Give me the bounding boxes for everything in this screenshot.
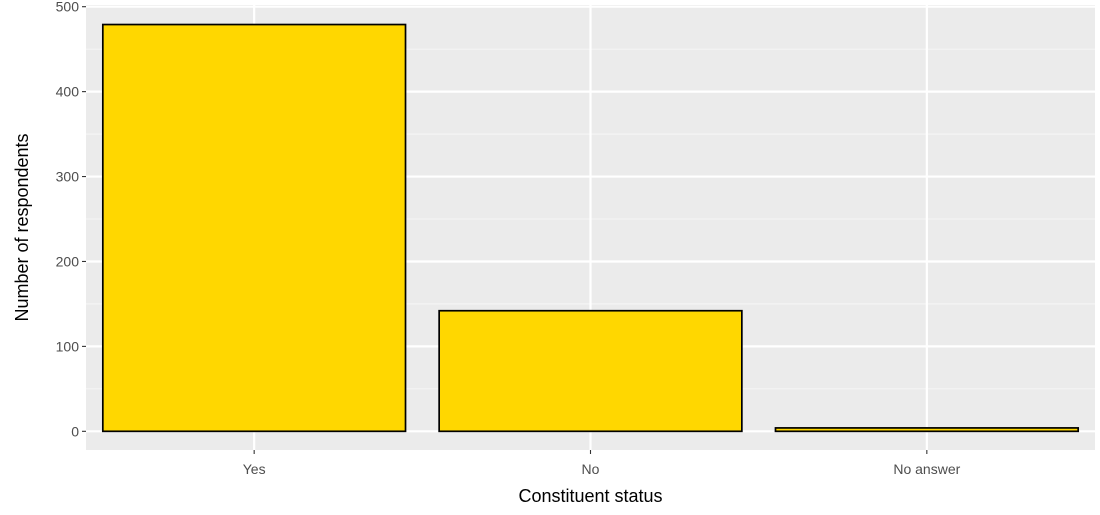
y-tick-label: 500 <box>56 0 80 15</box>
x-tick-label: Yes <box>243 461 266 477</box>
bar-no <box>438 309 743 433</box>
x-tick-label: No answer <box>893 461 960 477</box>
y-axis-title: Number of respondents <box>12 133 32 321</box>
bar-yes <box>101 23 407 433</box>
y-tick-label: 400 <box>56 84 80 100</box>
x-tick-label: No <box>582 461 600 477</box>
y-axis: 0 100 200 300 400 500 <box>56 0 86 439</box>
bar-no-answer <box>774 427 1080 433</box>
x-axis: Yes No No answer <box>243 450 961 477</box>
y-tick-label: 100 <box>56 338 80 354</box>
y-tick-label: 200 <box>56 253 80 269</box>
y-tick-label: 0 <box>71 423 79 439</box>
bars <box>101 23 1080 433</box>
y-tick-label: 300 <box>56 169 80 185</box>
x-axis-title: Constituent status <box>518 486 662 506</box>
